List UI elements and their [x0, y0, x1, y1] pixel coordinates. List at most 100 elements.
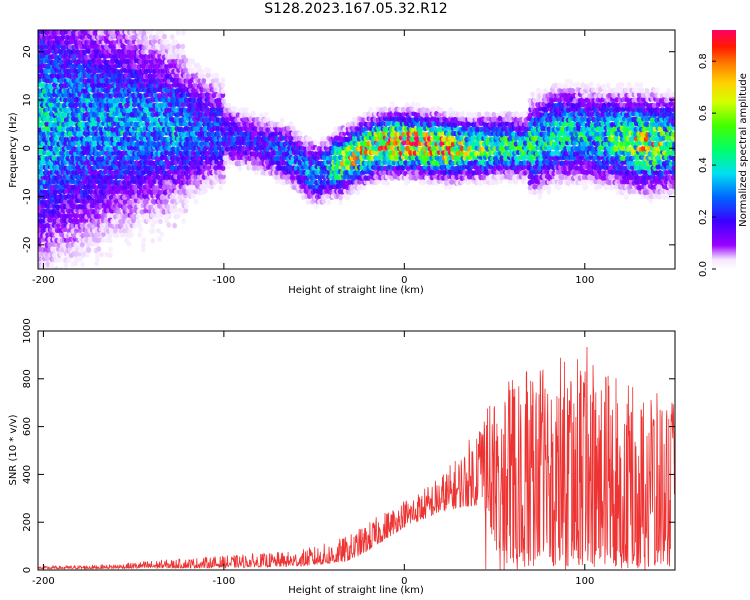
heatmap-cell	[150, 228, 156, 234]
heatmap-cell	[175, 213, 181, 219]
heatmap-cell	[53, 194, 59, 200]
spectrogram-heatmap	[38, 30, 675, 269]
heatmap-cell	[190, 58, 196, 65]
heatmap-cell	[70, 155, 75, 161]
heatmap-cell	[157, 236, 162, 243]
heatmap-cell	[290, 125, 296, 132]
heatmap-cell	[206, 67, 212, 74]
heatmap-cell	[136, 218, 142, 225]
heatmap-cell	[86, 247, 92, 253]
heatmap-cell	[460, 111, 465, 117]
heatmap-cell	[431, 106, 437, 112]
heatmap-cell	[226, 164, 232, 170]
heatmap-cell	[190, 193, 196, 199]
heatmap-cell	[96, 246, 102, 252]
heatmap-cell	[155, 228, 161, 234]
heatmap-cell	[132, 223, 138, 229]
heatmap-cell	[66, 257, 72, 264]
heatmap-cell	[44, 155, 50, 162]
heatmap-cell	[108, 246, 113, 253]
heatmap-cell	[49, 145, 54, 152]
heatmap-cell	[56, 222, 61, 229]
heatmap-cell	[243, 107, 249, 113]
heatmap-cell	[89, 67, 94, 74]
heatmap-cell	[221, 98, 226, 104]
heatmap-cell	[44, 116, 50, 123]
heatmap-cell	[108, 232, 113, 238]
heatmap-cell	[345, 194, 351, 201]
heatmap-cell	[77, 39, 83, 46]
heatmap-cell	[410, 101, 416, 108]
heatmap-cell	[175, 30, 181, 36]
heatmap-cell	[173, 207, 179, 214]
heatmap-cell	[100, 107, 106, 113]
heatmap-cell	[63, 261, 69, 268]
heatmap-cell	[218, 184, 224, 191]
heatmap-cell	[148, 30, 153, 35]
heatmap-cell	[193, 198, 199, 205]
heatmap-cell	[338, 194, 343, 201]
heatmap-cell	[84, 237, 90, 244]
heatmap-cell	[118, 228, 124, 234]
heatmap-cell	[114, 30, 120, 36]
heatmap-cell	[279, 117, 285, 124]
heatmap-cell	[81, 68, 87, 75]
heatmap-cell	[485, 111, 491, 118]
heatmap-cell	[52, 252, 57, 259]
heatmap-cell	[75, 212, 80, 219]
heatmap-cell	[121, 44, 127, 50]
heatmap-cell	[159, 231, 165, 238]
heatmap-cell	[38, 251, 43, 257]
heatmap-cell	[45, 261, 51, 267]
heatmap-cell	[135, 213, 141, 220]
heatmap-cell	[128, 231, 134, 238]
heatmap-cell	[199, 68, 205, 75]
heatmap-cell	[326, 199, 332, 206]
heatmap-cell	[80, 261, 85, 268]
heatmap-cell	[167, 48, 173, 55]
heatmap-cell	[53, 59, 59, 65]
heatmap-cell	[297, 130, 303, 137]
heatmap-cell	[75, 189, 80, 195]
heatmap-cell	[94, 260, 99, 267]
heatmap-cell	[67, 43, 73, 50]
heatmap-cell	[153, 218, 159, 225]
heatmap-cell	[80, 241, 85, 248]
heatmap-cell	[232, 106, 238, 112]
heatmap-cell	[389, 101, 395, 107]
heatmap-cell	[103, 188, 108, 194]
heatmap-cell	[107, 237, 113, 244]
heatmap-cell	[140, 242, 146, 248]
heatmap-cell	[77, 180, 83, 186]
heatmap-cell	[54, 30, 59, 36]
heatmap-cell	[94, 252, 100, 258]
heatmap-cell	[98, 59, 103, 65]
heatmap-cell	[143, 35, 149, 41]
heatmap-cell	[158, 218, 163, 225]
heatmap-cell	[175, 43, 181, 50]
heatmap-cell	[288, 121, 294, 127]
heatmap-cell	[447, 183, 453, 190]
heatmap-cell	[201, 78, 207, 84]
heatmap-cell	[63, 267, 69, 269]
heatmap-cell	[73, 260, 79, 267]
heatmap-cell	[126, 241, 132, 247]
heatmap-cell	[320, 135, 325, 142]
heatmap-cell	[251, 110, 256, 117]
heatmap-cell	[521, 110, 527, 117]
heatmap-cell	[84, 252, 90, 258]
heatmap-cell	[77, 58, 82, 64]
heatmap-cell	[107, 252, 113, 259]
heatmap-cell	[79, 246, 85, 253]
heatmap-cell	[220, 165, 226, 171]
heatmap-cell	[141, 237, 147, 243]
heatmap-cell	[167, 213, 172, 219]
heatmap-cell	[49, 261, 55, 268]
heatmap-cell	[101, 231, 106, 238]
heatmap-cell	[104, 251, 110, 258]
heatmap-cell	[180, 43, 186, 50]
heatmap-cell	[361, 184, 367, 191]
heatmap-cell	[61, 121, 66, 128]
